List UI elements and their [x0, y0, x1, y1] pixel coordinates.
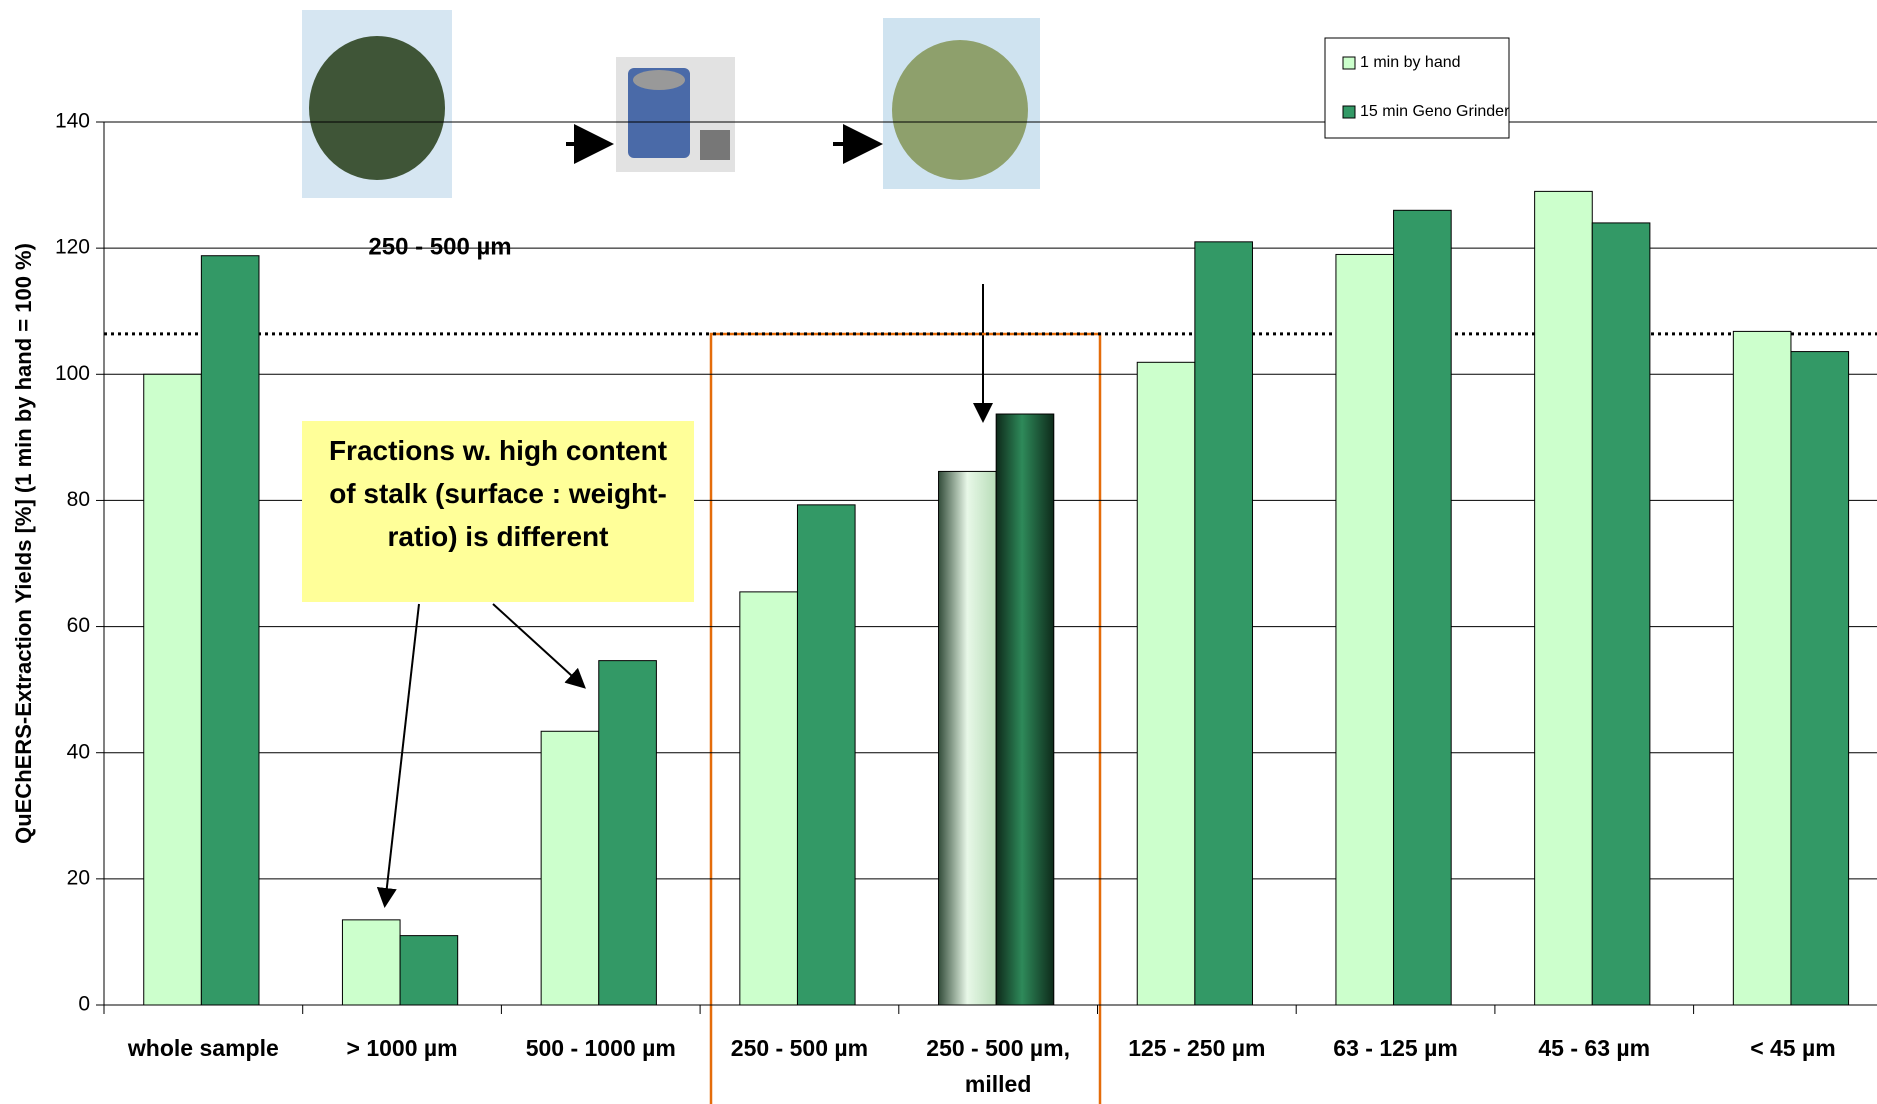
- bar: [1790, 351, 1850, 1006]
- bar: [399, 935, 459, 1006]
- legend-box: [1324, 37, 1510, 139]
- y-tick-label: 120: [55, 236, 90, 259]
- y-tick-label: 40: [67, 740, 90, 763]
- x-tick-label: 500 - 1000 µm: [525, 1035, 676, 1061]
- bar: [938, 470, 997, 1006]
- bar: [1194, 241, 1253, 1006]
- bar: [598, 660, 657, 1006]
- legend-swatch: [1342, 56, 1356, 70]
- bar: [1732, 330, 1792, 1006]
- x-tick-label: < 45 µm: [1750, 1035, 1836, 1061]
- legend-label: 15 min Geno Grinder: [1360, 103, 1510, 120]
- y-tick-label: 100: [55, 362, 90, 385]
- y-tick-label: 0: [78, 993, 90, 1016]
- y-tick-label: 80: [67, 488, 90, 511]
- bar: [1136, 361, 1196, 1006]
- x-tick-label: 63 - 125 µm: [1333, 1035, 1458, 1061]
- x-tick-label: 250 - 500 µm, milled: [926, 1035, 1070, 1097]
- bar: [796, 504, 856, 1006]
- x-tick-label: 45 - 63 µm: [1538, 1035, 1651, 1061]
- photos: [302, 10, 1040, 198]
- legend-label: 1 min by hand: [1360, 54, 1461, 71]
- bar: [995, 413, 1055, 1006]
- bar: [1393, 209, 1452, 1006]
- bar: [540, 730, 600, 1006]
- arrows: [376, 124, 993, 908]
- annotation: 250 - 500 µm: [368, 233, 511, 260]
- x-tick-label: 250 - 500 µm: [730, 1035, 869, 1061]
- y-tick-label: 60: [67, 614, 90, 637]
- bar: [200, 255, 260, 1006]
- highlight-box: [709, 332, 1102, 1104]
- bar: [1534, 190, 1593, 1006]
- y-axis-label: QuEChERS-Extraction Yields [%] (1 min by…: [11, 243, 36, 844]
- x-tick-label: 125 - 250 µm: [1128, 1035, 1266, 1061]
- bar: [341, 919, 401, 1006]
- y-tick-label: 140: [55, 110, 90, 133]
- callout: Fractions w. high content of stalk (surf…: [302, 421, 694, 602]
- x-tick-label: > 1000 µm: [346, 1035, 458, 1061]
- bar: [739, 591, 798, 1006]
- x-tick-label: whole sample: [127, 1035, 279, 1061]
- legend: 1 min by hand 15 min Geno Grinder: [1324, 37, 1510, 139]
- bar: [143, 373, 202, 1006]
- legend-swatch: [1342, 105, 1356, 119]
- bar: [1591, 222, 1651, 1006]
- bar: [1335, 253, 1395, 1006]
- y-tick-label: 20: [67, 866, 90, 889]
